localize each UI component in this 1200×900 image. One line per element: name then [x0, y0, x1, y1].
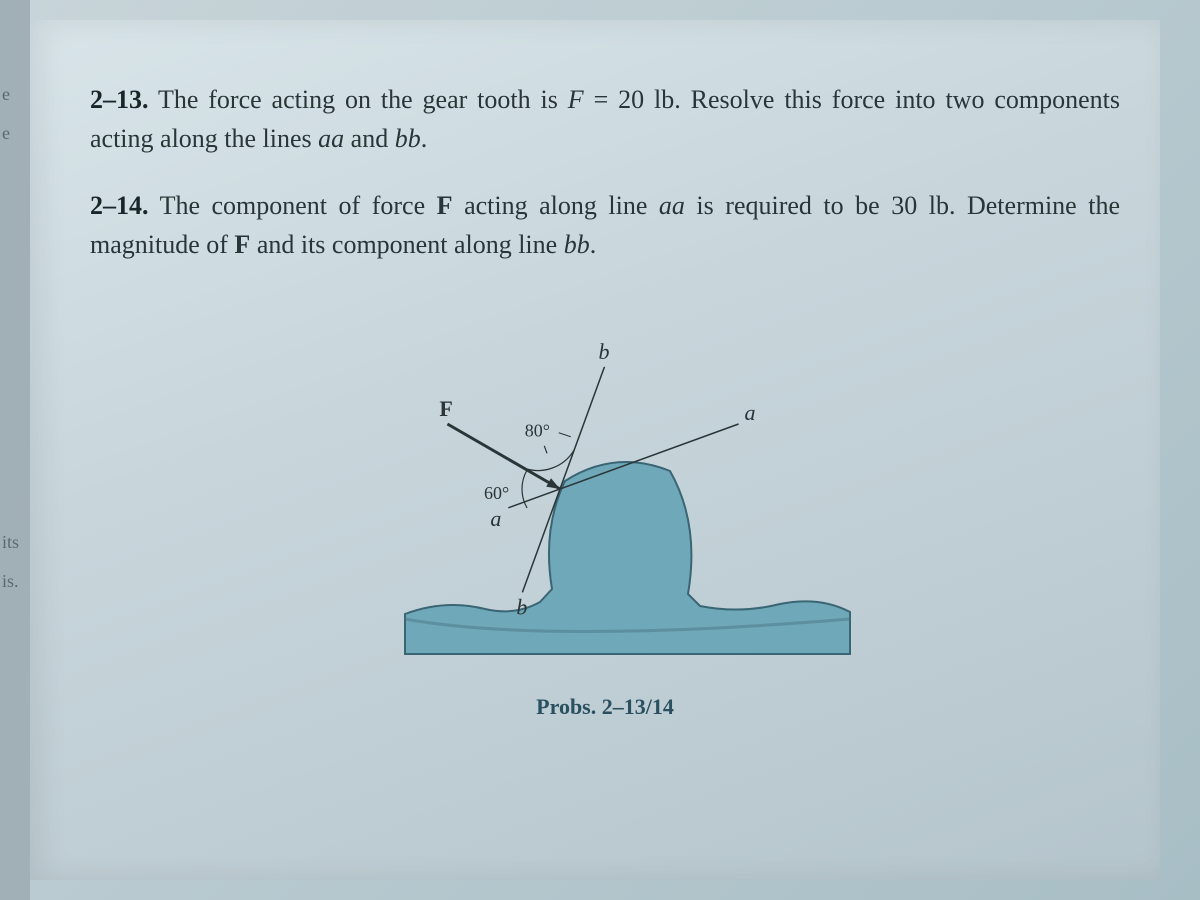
problem-number: 2–13.: [90, 85, 149, 114]
angle-tick: [544, 446, 547, 454]
equals: =: [584, 85, 618, 114]
label-b-top: b: [598, 339, 609, 364]
angle-label-60: 60°: [484, 483, 509, 503]
variable-F: F: [568, 85, 584, 114]
line-aa: aa: [318, 124, 344, 153]
label-a-top: a: [745, 400, 756, 425]
problem-2-13: 2–13. The force acting on the gear tooth…: [90, 80, 1120, 158]
problem-text: acting along line: [453, 191, 659, 220]
label-b-bottom: b: [516, 594, 527, 619]
gear-tooth-diagram: Fb b a a 80° 60°: [345, 314, 865, 674]
problem-text: and its component along line: [250, 230, 563, 259]
problem-text: The force acting on the gear tooth is: [158, 85, 568, 114]
line-bb: bb: [564, 230, 590, 259]
period: .: [590, 230, 597, 259]
angle-label-80: 80°: [525, 421, 550, 441]
line-aa: aa: [659, 191, 685, 220]
figure-caption: Probs. 2–13/14: [90, 694, 1120, 720]
label-F: F: [439, 396, 452, 421]
angle-arc-80: [524, 450, 575, 471]
margin-fragment: its: [0, 528, 30, 557]
variable-F: F: [234, 230, 250, 259]
and-text: and: [344, 124, 395, 153]
line-bb: bb: [395, 124, 421, 153]
margin-fragment: e: [0, 80, 30, 109]
problem-number: 2–14.: [90, 191, 149, 220]
margin-fragment: e: [0, 119, 30, 148]
figure-container: Fb b a a 80° 60°: [90, 314, 1120, 674]
period: .: [421, 124, 428, 153]
problem-text: The component of force: [160, 191, 437, 220]
textbook-page: 2–13. The force acting on the gear tooth…: [30, 20, 1160, 880]
force-arrowhead: [546, 478, 560, 489]
force-value: 20 lb.: [618, 85, 681, 114]
variable-F: F: [437, 191, 453, 220]
problem-2-14: 2–14. The component of force F acting al…: [90, 186, 1120, 264]
margin-fragment: is.: [0, 567, 30, 596]
angle-leader: [559, 433, 571, 437]
label-a-bottom: a: [490, 506, 501, 531]
